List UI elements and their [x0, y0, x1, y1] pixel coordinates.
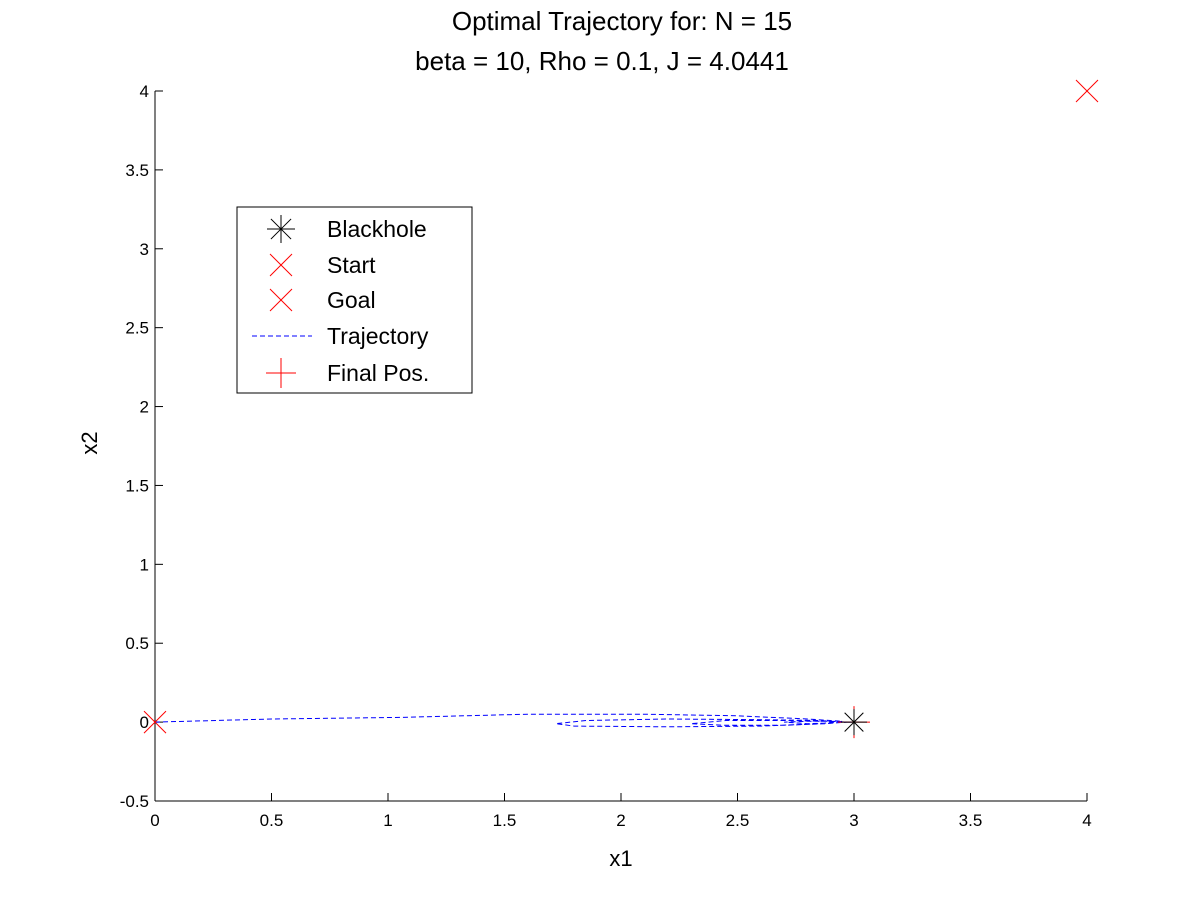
y-tick-label: 3 [140, 240, 149, 259]
y-tick-label: 1.5 [125, 476, 149, 495]
y-axis-label: x2 [77, 431, 102, 454]
x-tick-label: 0.5 [260, 811, 284, 830]
x-tick-label: 3.5 [959, 811, 983, 830]
legend-marker-start [269, 253, 293, 277]
x-tick-label: 0 [150, 811, 159, 830]
y-tick-label: 2 [140, 398, 149, 417]
x-axis-label: x1 [609, 846, 632, 871]
chart-subtitle: beta = 10, Rho = 0.1, J = 4.0441 [415, 46, 789, 76]
chart-title: Optimal Trajectory for: N = 15 [452, 6, 792, 36]
legend-item: Goal [269, 287, 376, 313]
legend-label: Trajectory [327, 323, 429, 349]
y-tick-label: 0.5 [125, 634, 149, 653]
plot-area [143, 79, 1099, 739]
legend-item: Start [269, 252, 376, 278]
legend-label: Goal [327, 287, 376, 313]
legend-label: Blackhole [327, 216, 427, 242]
legend-marker-blackhole [267, 215, 295, 243]
y-tick-label: 1 [140, 555, 149, 574]
x-tick-label: 2.5 [726, 811, 750, 830]
legend-label: Start [327, 252, 376, 278]
y-tick-label: -0.5 [120, 792, 149, 811]
x-tick-label: 4 [1082, 811, 1091, 830]
start-marker [143, 710, 167, 734]
blackhole-marker [841, 709, 867, 736]
legend-item: Trajectory [252, 323, 429, 349]
trajectory-line [154, 713, 854, 728]
legend: Blackhole Start Goal Trajectory Final Pos. [236, 206, 473, 394]
legend-item: Final Pos. [266, 358, 429, 388]
goal-marker [1075, 79, 1099, 103]
y-tick-label: 2.5 [125, 319, 149, 338]
legend-label: Final Pos. [327, 360, 429, 386]
x-tick-label: 1 [383, 811, 392, 830]
legend-box [236, 206, 473, 394]
legend-item: Blackhole [267, 215, 427, 243]
y-tick-label: 4 [140, 82, 149, 101]
legend-marker-goal [269, 288, 293, 312]
x-tick-label: 2 [616, 811, 625, 830]
y-tick-label: 0 [140, 713, 149, 732]
y-tick-label: 3.5 [125, 161, 149, 180]
x-tick-label: 1.5 [493, 811, 517, 830]
legend-marker-final-pos [266, 358, 296, 388]
axes: 0 0.5 1 1.5 2 2.5 3 3.5 4-0.500.511.522.533.54 [120, 82, 1092, 830]
x-tick-label: 3 [849, 811, 858, 830]
